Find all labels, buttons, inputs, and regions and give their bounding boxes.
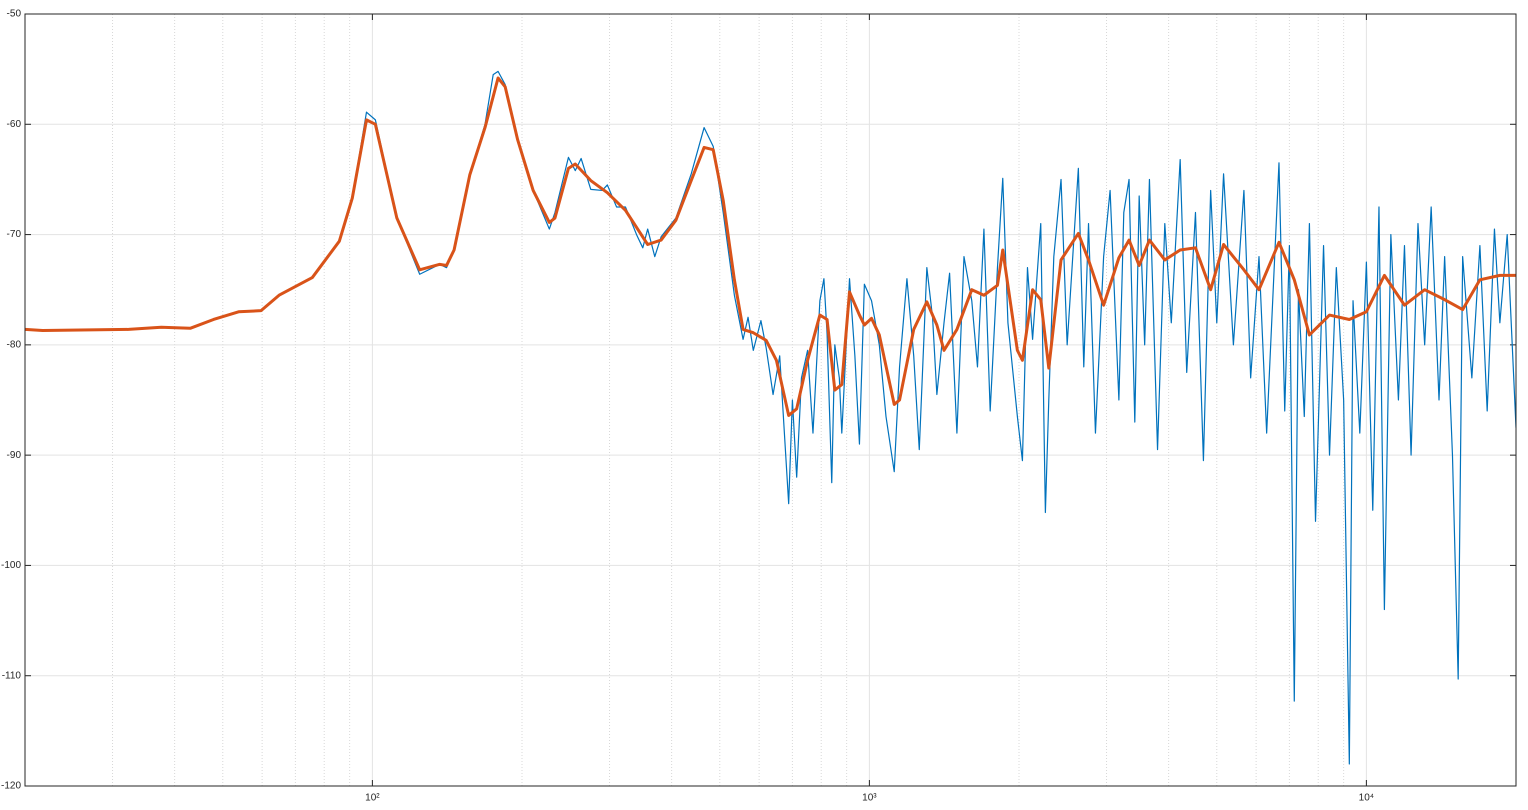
x-tick-label: 10² [365, 793, 380, 804]
y-tick-label: -100 [1, 560, 21, 571]
y-tick-label: -60 [7, 119, 22, 130]
y-tick-label: -70 [7, 229, 22, 240]
y-tick-label: -110 [2, 670, 22, 681]
y-tick-label: -80 [7, 339, 22, 350]
y-tick-label: -120 [1, 781, 21, 792]
y-tick-label: -50 [7, 9, 22, 20]
line-series [25, 70, 1516, 765]
line-series [25, 76, 1516, 417]
x-tick-label: 10³ [862, 793, 877, 804]
y-tick-label: -90 [7, 450, 22, 461]
x-tick-label: 10⁴ [1359, 793, 1374, 804]
plot-frame [24, 13, 1517, 787]
